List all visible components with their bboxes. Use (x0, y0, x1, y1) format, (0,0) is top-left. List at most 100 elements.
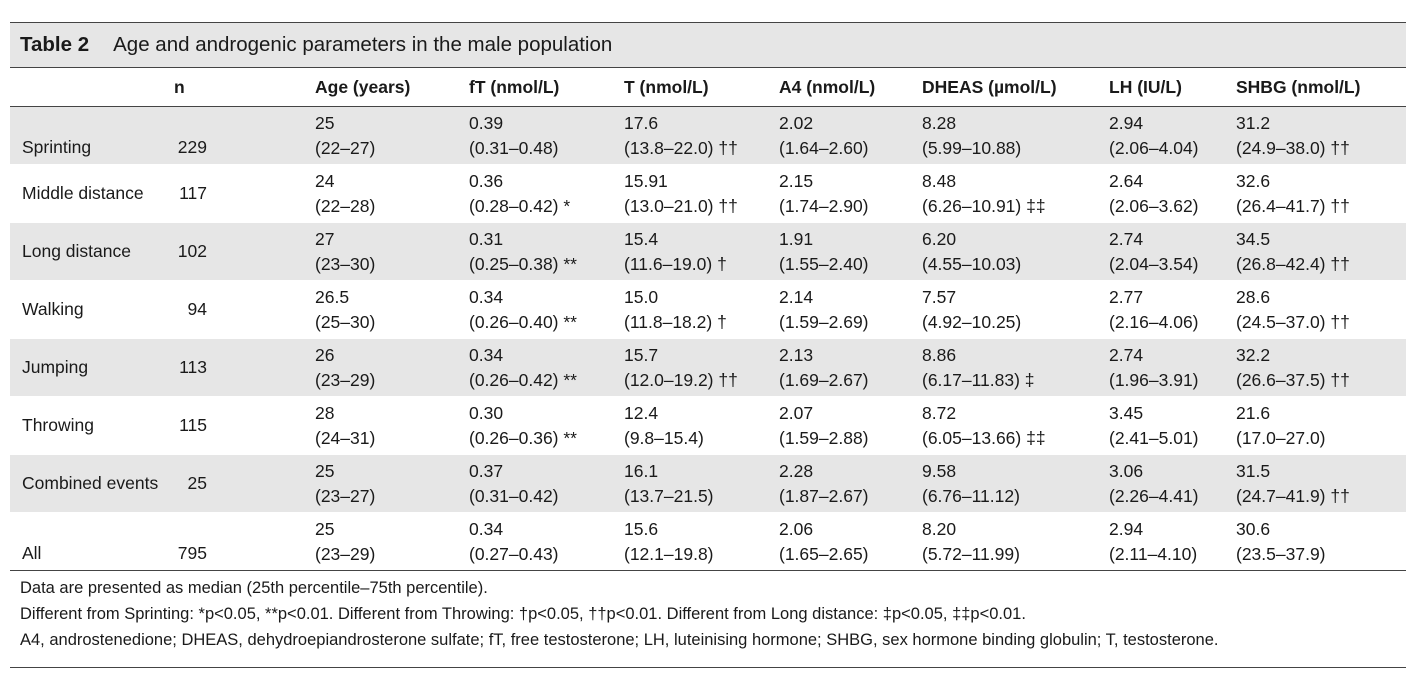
cell-ft: 0.34 (0.26–0.42) ** (469, 338, 624, 397)
cell-median: 32.2 (1236, 344, 1271, 365)
cell-median: 0.31 (469, 228, 504, 249)
table-row: Jumping 113 26 (23–29) 0.34 (0.26–0.42) ** 15.… (10, 338, 1406, 397)
cell-range: (1.64–2.60) (779, 137, 869, 158)
cell-median: 2.14 (779, 286, 814, 307)
cell-median: 8.20 (922, 518, 957, 539)
cell-a4: 2.28 (1.87–2.67) (779, 454, 922, 513)
cell-median: 15.91 (624, 170, 668, 191)
cell-range: (23–29) (315, 369, 376, 390)
cell-median: 31.2 (1236, 112, 1271, 133)
cell-median: 8.28 (922, 112, 957, 133)
row-label: Combined events (10, 454, 160, 513)
header-t: T (nmol/L) (624, 67, 779, 107)
cell-range: (5.99–10.88) (922, 137, 1022, 158)
cell-median: 8.48 (922, 170, 957, 191)
table-caption: Age and androgenic parameters in the mal… (113, 33, 613, 56)
cell-dheas: 8.72 (6.05–13.66) ‡‡ (922, 396, 1109, 455)
cell-range: (4.55–10.03) (922, 253, 1022, 274)
cell-range: (23–29) (315, 543, 376, 564)
cell-range: (12.1–19.8) (624, 543, 714, 564)
cell-age: 24 (22–28) (315, 164, 469, 223)
cell-dheas: 7.57 (4.92–10.25) (922, 280, 1109, 339)
cell-median: 0.34 (469, 518, 504, 539)
cell-range: (23–30) (315, 253, 376, 274)
cell-ft: 0.36 (0.28–0.42) * (469, 164, 624, 223)
cell-a4: 2.06 (1.65–2.65) (779, 512, 922, 571)
cell-t: 17.6 (13.8–22.0) †† (624, 107, 779, 165)
cell-range: (1.59–2.88) (779, 427, 869, 448)
cell-median: 34.5 (1236, 228, 1271, 249)
cell-median: 26 (315, 344, 335, 365)
cell-median: 6.20 (922, 228, 957, 249)
cell-median: 8.86 (922, 344, 957, 365)
footnote: Different from Sprinting: *p<0.05, **p<0… (20, 605, 1026, 623)
cell-range: (0.25–0.38) ** (469, 253, 577, 274)
cell-t: 15.6 (12.1–19.8) (624, 512, 779, 571)
cell-median: 0.34 (469, 344, 504, 365)
footnote: Data are presented as median (25th perce… (20, 579, 488, 597)
cell-a4: 2.07 (1.59–2.88) (779, 396, 922, 455)
row-label: Long distance (10, 222, 160, 281)
cell-median: 15.7 (624, 344, 659, 365)
cell-ft: 0.34 (0.27–0.43) (469, 512, 624, 571)
cell-median: 2.13 (779, 344, 814, 365)
cell-range: (26.4–41.7) †† (1236, 195, 1350, 216)
cell-range: (11.6–19.0) † (624, 253, 727, 274)
cell-range: (1.87–2.67) (779, 485, 869, 506)
table-row: Sprinting 229 25 (22–27) 0.39 (0.31–0.48) 17.6… (10, 106, 1406, 165)
cell-range: (2.26–4.41) (1109, 485, 1199, 506)
cell-median: 12.4 (624, 402, 659, 423)
cell-range: (23–27) (315, 485, 376, 506)
cell-median: 31.5 (1236, 460, 1271, 481)
header-age: Age (years) (315, 67, 469, 107)
cell-median: 27 (315, 228, 335, 249)
cell-median: 28 (315, 402, 335, 423)
header-ft: fT (nmol/L) (469, 67, 624, 107)
data-table: n Age (years) fT (nmol/L) T (nmol/L) A4 … (10, 67, 1406, 571)
cell-range: (24–31) (315, 427, 376, 448)
cell-a4: 2.02 (1.64–2.60) (779, 107, 922, 165)
cell-range: (17.0–27.0) (1236, 427, 1326, 448)
cell-range: (1.65–2.65) (779, 543, 869, 564)
table-row: Middle distance 117 24 (22–28) 0.36 (0.28–0.4… (10, 164, 1406, 223)
cell-age: 25 (22–27) (315, 107, 469, 165)
cell-median: 0.37 (469, 460, 504, 481)
table-footnotes: Data are presented as median (25th perce… (10, 571, 1406, 653)
cell-ft: 0.39 (0.31–0.48) (469, 107, 624, 165)
cell-median: 16.1 (624, 460, 659, 481)
cell-t: 12.4 (9.8–15.4) (624, 396, 779, 455)
row-label: Throwing (10, 396, 160, 455)
cell-range: (2.04–3.54) (1109, 253, 1199, 274)
cell-t: 15.0 (11.8–18.2) † (624, 280, 779, 339)
cell-range: (6.17–11.83) ‡ (922, 369, 1035, 390)
row-label: Jumping (10, 338, 160, 397)
cell-lh: 2.74 (2.04–3.54) (1109, 222, 1236, 281)
cell-median: 8.72 (922, 402, 957, 423)
cell-median: 2.94 (1109, 112, 1144, 133)
row-label: Sprinting (22, 137, 92, 157)
cell-lh: 2.64 (2.06–3.62) (1109, 164, 1236, 223)
cell-median: 30.6 (1236, 518, 1271, 539)
cell-range: (2.06–4.04) (1109, 137, 1199, 158)
cell-median: 15.0 (624, 286, 659, 307)
cell-a4: 1.91 (1.55–2.40) (779, 222, 922, 281)
cell-median: 0.39 (469, 112, 504, 133)
cell-dheas: 8.20 (5.72–11.99) (922, 512, 1109, 571)
table-frame: Table 2 Age and androgenic parameters in… (10, 22, 1406, 653)
cell-range: (0.28–0.42) * (469, 195, 571, 216)
cell-range: (13.8–22.0) †† (624, 137, 738, 158)
cell-median: 0.36 (469, 170, 504, 191)
cell-t: 15.4 (11.6–19.0) † (624, 222, 779, 281)
cell-range: (26.8–42.4) †† (1236, 253, 1350, 274)
cell-median: 1.91 (779, 228, 814, 249)
header-shbg: SHBG (nmol/L) (1236, 67, 1406, 107)
cell-age: 26 (23–29) (315, 338, 469, 397)
cell-lh: 3.45 (2.41–5.01) (1109, 396, 1236, 455)
cell-range: (25–30) (315, 311, 376, 332)
cell-range: (23.5–37.9) (1236, 543, 1326, 564)
cell-shbg: 30.6 (23.5–37.9) (1236, 512, 1406, 571)
cell-ft: 0.34 (0.26–0.40) ** (469, 280, 624, 339)
cell-range: (11.8–18.2) † (624, 311, 727, 332)
header-label (10, 67, 160, 107)
cell-median: 28.6 (1236, 286, 1271, 307)
